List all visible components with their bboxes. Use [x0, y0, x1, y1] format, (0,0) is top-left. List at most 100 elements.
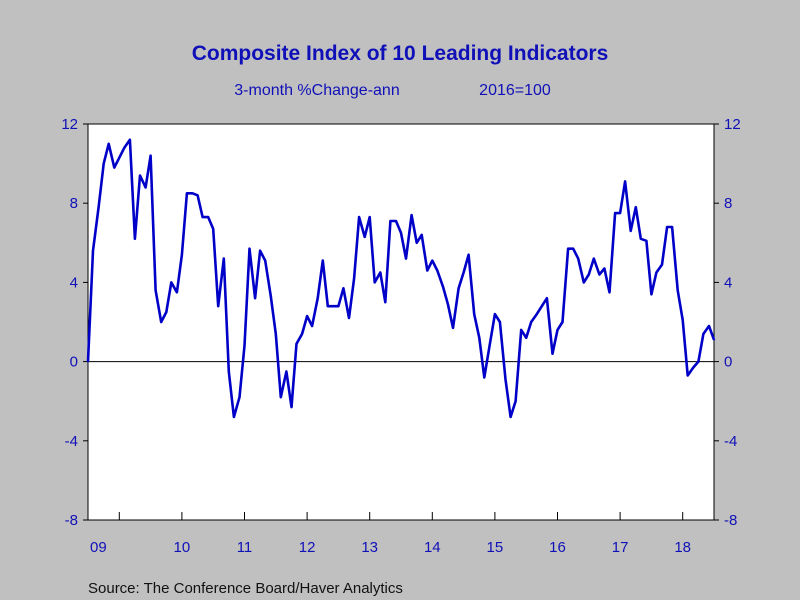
x-tick-label: 14 [424, 539, 441, 556]
data-point [295, 342, 298, 345]
data-point [577, 257, 580, 260]
axes-layer: 12 12 8 8 4 4 0 0 -4 -4 -8 -8 09 10 11 12 13 14 15 16 17 18 [61, 116, 740, 556]
y-tick-label-left: 8 [70, 195, 78, 212]
data-point [149, 154, 152, 157]
data-point [238, 396, 241, 399]
data-point [671, 226, 673, 228]
data-point [452, 327, 454, 329]
data-point [420, 234, 423, 236]
data-point [592, 257, 595, 260]
y-tick-label-right: 8 [724, 195, 732, 212]
data-point [311, 325, 313, 327]
data-point [572, 247, 575, 250]
chart-title: Composite Index of 10 Leading Indicators [192, 42, 609, 65]
data-point [290, 406, 293, 408]
data-point [509, 416, 512, 418]
data-point [332, 305, 335, 308]
data-point [587, 273, 590, 276]
data-point [269, 295, 272, 298]
data-point [645, 239, 648, 242]
data-point [368, 216, 371, 219]
data-point [316, 297, 319, 300]
data-point [254, 297, 256, 300]
data-point [473, 313, 476, 315]
x-tick-label: 15 [487, 539, 504, 556]
data-point [170, 281, 173, 284]
data-point [321, 259, 324, 262]
data-point [483, 376, 486, 379]
data-point [525, 336, 528, 339]
data-point [217, 305, 220, 308]
y-tick-label-left: 4 [70, 274, 78, 291]
data-point [619, 212, 621, 215]
data-point [87, 360, 89, 363]
data-point [134, 237, 136, 240]
x-tick-label: 12 [299, 539, 316, 556]
data-point [556, 329, 559, 331]
y-tick-label-right: 4 [724, 274, 732, 291]
data-point [129, 138, 131, 141]
data-point [514, 400, 517, 403]
data-point [530, 321, 533, 323]
data-point [107, 142, 110, 145]
data-point [639, 237, 642, 240]
data-point [603, 267, 606, 270]
data-point [181, 253, 183, 256]
data-point [97, 206, 100, 209]
data-point [248, 247, 251, 250]
data-point [655, 271, 658, 274]
data-point [233, 416, 235, 418]
data-point [676, 289, 679, 292]
data-point [405, 257, 407, 260]
data-point [410, 214, 413, 217]
data-point [504, 378, 507, 381]
y-tick-label-left: -4 [65, 433, 78, 450]
data-point [160, 321, 163, 323]
data-point [608, 291, 611, 294]
data-point [201, 216, 204, 219]
data-point [348, 317, 350, 319]
data-point [384, 301, 387, 304]
y-tick-label-left: 12 [61, 116, 78, 133]
data-point [686, 374, 689, 377]
data-point [567, 247, 569, 250]
data-point [301, 333, 303, 335]
data-point [379, 271, 382, 274]
data-point [540, 305, 543, 308]
data-point [123, 146, 126, 149]
data-point [207, 216, 210, 219]
data-point [499, 321, 501, 323]
data-point [426, 269, 429, 272]
series-layer [86, 138, 716, 419]
data-point [650, 293, 653, 296]
source-note: Source: The Conference Board/Haver Analy… [88, 580, 403, 597]
x-tick-label: 11 [237, 539, 253, 556]
data-point [102, 162, 105, 165]
data-point [337, 305, 340, 308]
data-point [582, 281, 585, 284]
plot-area [87, 123, 715, 521]
x-tick-label: 17 [612, 539, 629, 556]
data-point [326, 305, 329, 308]
data-point [154, 289, 157, 292]
x-tick-label: 10 [174, 539, 191, 556]
data-point [629, 230, 632, 232]
x-tick-label: 13 [361, 539, 378, 556]
x-tick-label: 09 [90, 539, 107, 556]
data-point [666, 226, 668, 228]
data-point [165, 311, 168, 313]
data-point [176, 291, 178, 294]
y-tick-label-right: 0 [724, 354, 732, 371]
data-point [634, 206, 637, 209]
data-point [395, 220, 397, 222]
data-point [661, 263, 663, 266]
data-point [520, 329, 523, 331]
data-point [442, 285, 444, 288]
data-point [415, 241, 418, 244]
data-point [389, 220, 392, 222]
data-point [478, 336, 481, 339]
data-point [259, 249, 261, 252]
data-point [113, 166, 116, 169]
data-point [373, 281, 376, 284]
data-point [624, 180, 626, 183]
